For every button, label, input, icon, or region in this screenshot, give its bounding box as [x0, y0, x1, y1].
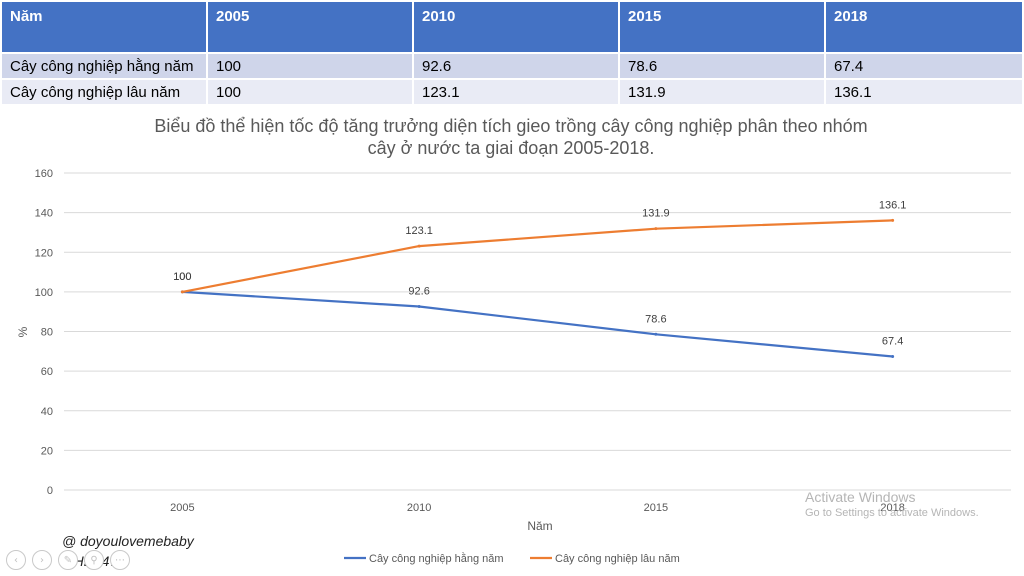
header-cell: 2005	[206, 0, 414, 54]
activate-windows-title: Activate Windows	[805, 489, 916, 505]
table-cell: 92.6	[412, 52, 620, 80]
data-point	[417, 244, 421, 248]
data-label: 131.9	[642, 208, 670, 220]
data-table: Năm 2005 2010 2015 2018 Cây công nghiệp …	[0, 0, 1024, 106]
x-tick-label: 2018	[880, 502, 904, 514]
chart-title-line-2: cây ở nước ta giai đoạn 2005-2018.	[368, 138, 655, 158]
x-axis-label: Năm	[527, 519, 552, 533]
y-tick-label: 60	[41, 366, 53, 378]
series-line-annual	[181, 290, 894, 358]
y-tick-label: 120	[35, 247, 53, 259]
series-line-perennial	[181, 219, 894, 293]
y-tick-label: 140	[35, 208, 53, 220]
table-cell: Cây công nghiệp lâu năm	[0, 78, 208, 106]
data-label: 100	[173, 271, 191, 283]
header-cell: 2010	[412, 0, 620, 54]
x-tick-label: 2015	[644, 502, 668, 514]
legend-label-annual: Cây công nghiệp hằng năm	[369, 552, 504, 565]
table-row: Cây công nghiệp hằng năm 100 92.6 78.6 6…	[0, 52, 1024, 80]
slide-controls: ‹ › ✎ ⚲ ⋯	[6, 550, 130, 570]
data-point	[654, 332, 658, 336]
y-tick-label: 80	[41, 327, 53, 339]
credit-username: @ doyoulovemebaby	[62, 533, 194, 549]
table-cell: 136.1	[824, 78, 1024, 106]
header-cell: 2015	[618, 0, 826, 54]
data-label: 123.1	[405, 225, 433, 237]
chart-title-line-1: Biểu đồ thể hiện tốc độ tăng trưởng diện…	[154, 116, 867, 136]
previous-icon[interactable]: ‹	[6, 550, 26, 570]
data-point	[891, 354, 895, 358]
table-cell: 100	[206, 52, 414, 80]
table-cell: 78.6	[618, 52, 826, 80]
header-cell: Năm	[0, 0, 208, 54]
next-icon[interactable]: ›	[32, 550, 52, 570]
table-cell: 67.4	[824, 52, 1024, 80]
y-axis-label: %	[16, 326, 30, 337]
legend-label-perennial: Cây công nghiệp lâu năm	[555, 553, 680, 565]
y-tick-label: 160	[35, 168, 53, 180]
data-label: 78.6	[645, 313, 666, 325]
data-label: 92.6	[408, 286, 429, 298]
pen-icon[interactable]: ✎	[58, 550, 78, 570]
line-chart: Biểu đồ thể hiện tốc độ tăng trưởng diện…	[16, 116, 1011, 565]
y-tick-label: 20	[41, 445, 53, 457]
zoom-icon[interactable]: ⚲	[84, 550, 104, 570]
table-cell: 100	[206, 78, 414, 106]
data-label: 136.1	[879, 199, 907, 211]
more-icon[interactable]: ⋯	[110, 550, 130, 570]
table-row: Cây công nghiệp lâu năm 100 123.1 131.9 …	[0, 78, 1024, 106]
table-header-row: Năm 2005 2010 2015 2018	[0, 0, 1024, 54]
header-cell: 2018	[824, 0, 1024, 54]
data-label: 67.4	[882, 335, 903, 347]
data-point	[891, 218, 895, 222]
x-tick-label: 2005	[170, 502, 194, 514]
data-point	[654, 227, 658, 231]
table-cell: Cây công nghiệp hằng năm	[0, 52, 208, 80]
activate-windows-subtitle: Go to Settings to activate Windows.	[805, 507, 979, 519]
y-tick-label: 100	[35, 287, 53, 299]
y-tick-label: 0	[47, 485, 53, 497]
x-tick-label: 2010	[407, 502, 431, 514]
legend: Cây công nghiệp hằng năm Cây công nghiệp…	[344, 552, 680, 565]
data-label: 100	[173, 271, 191, 283]
table-cell: 131.9	[618, 78, 826, 106]
table-cell: 123.1	[412, 78, 620, 106]
data-point	[417, 305, 421, 309]
y-tick-label: 40	[41, 406, 53, 418]
data-point	[180, 290, 184, 294]
